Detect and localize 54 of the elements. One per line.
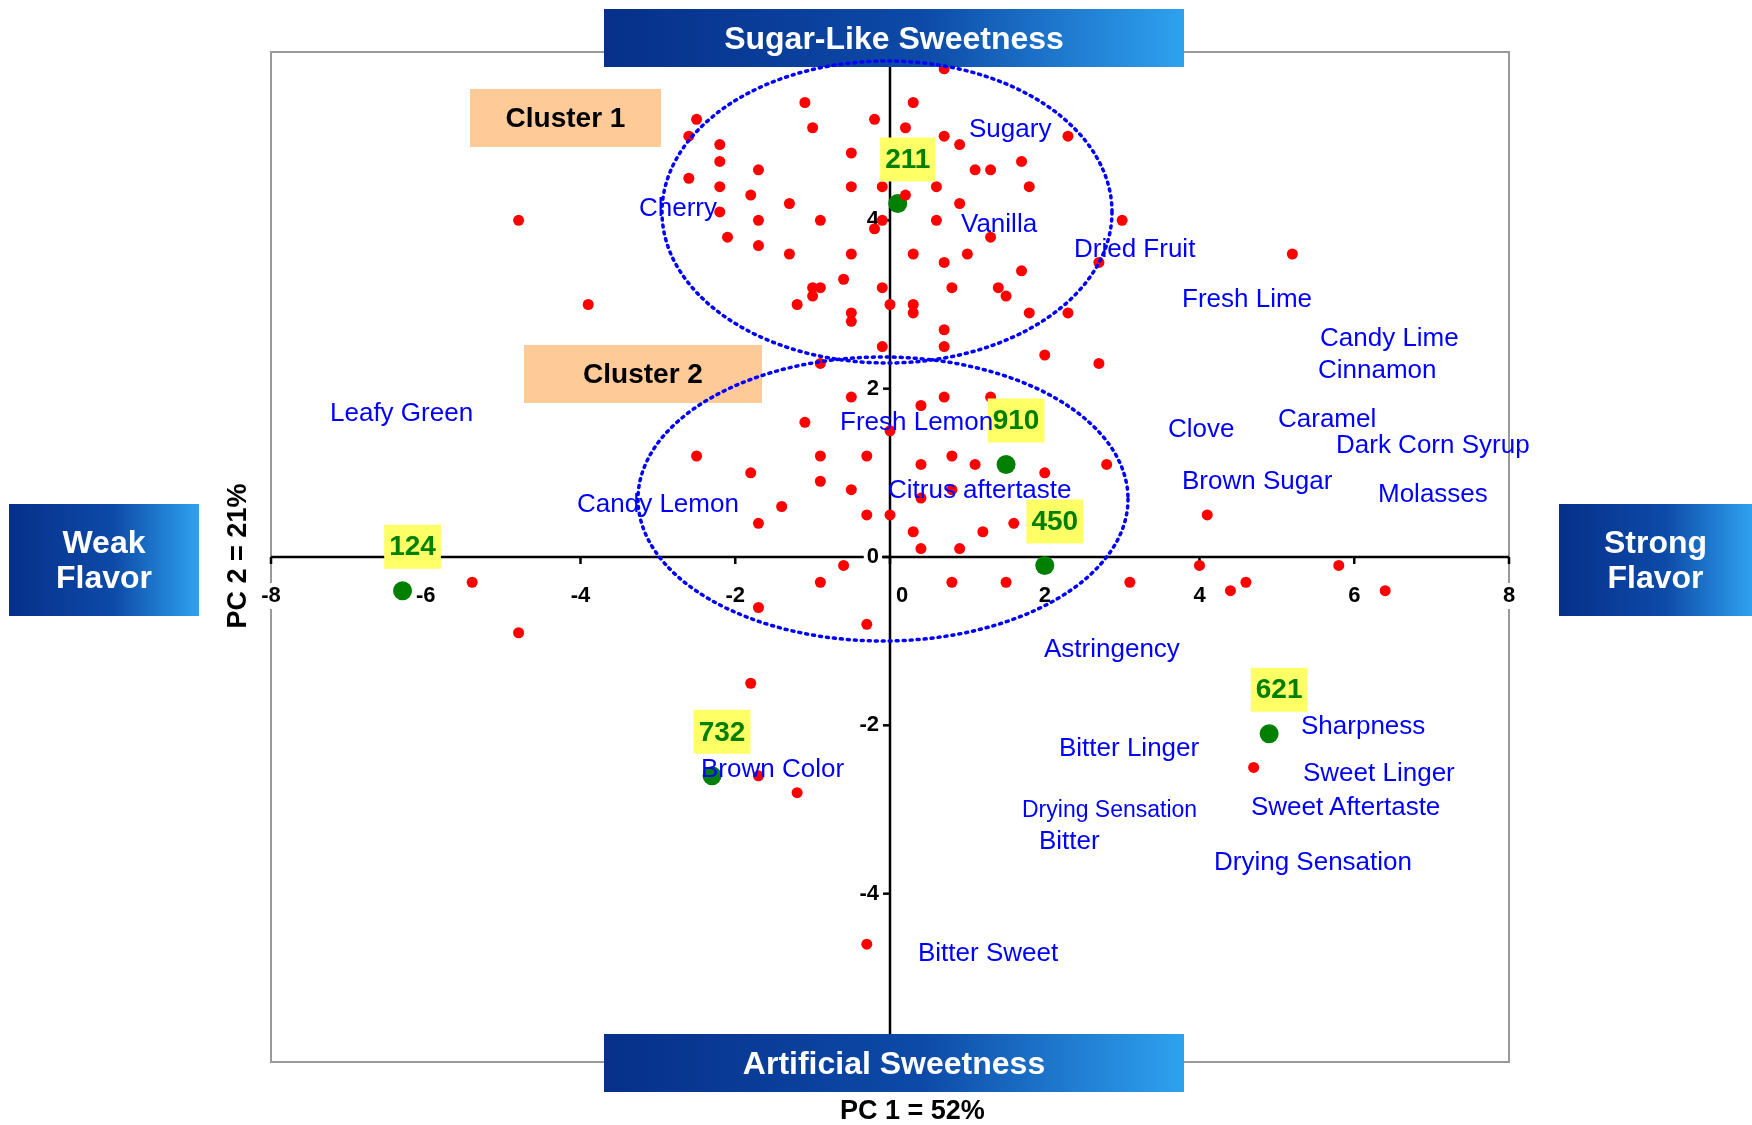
point [1259,724,1279,744]
annotation: Vanilla [961,208,1038,238]
x-tick-label: 6 [1348,582,1361,608]
series-label: 211 [885,143,931,175]
x-tick-label: 8 [1502,582,1516,608]
heading-banner: Artificial Sweetness [604,1034,1184,1092]
x-tick-label: -4 [570,582,592,608]
point [888,194,908,213]
annotation: Sweet Linger [1303,757,1455,787]
annotation: Drying Sensation [1022,795,1198,824]
annotation: Astringency [1044,633,1180,663]
annotation: Bitter [1039,825,1100,855]
annotation: Fresh Lime [1182,283,1313,313]
annotation: Drying Sensation [1214,846,1412,876]
annotation: Bitter Linger [1059,732,1200,762]
annotation: Sharpness [1301,710,1426,740]
series-label: 732 [698,715,746,747]
point [1035,555,1055,575]
annotation: Brown Sugar [1182,465,1333,495]
x-tick-label: -6 [415,582,436,608]
annotation: Brown Color [701,753,845,783]
label-box: Cluster 2 [524,345,762,403]
point [393,581,413,601]
x-tick-label: -2 [725,582,746,608]
point [996,454,1016,474]
annotation: Candy Lemon [577,488,739,518]
annotation: Dried Fruit [1074,233,1196,263]
series-label: 621 [1255,673,1303,705]
heading-banner: Sugar-Like Sweetness [604,9,1184,67]
annotation: Candy Lime [1320,322,1459,352]
label-box: Cluster 1 [470,89,661,147]
x-tick-label: 0 [895,582,909,608]
annotation: Cinnamon [1318,354,1437,384]
y-axis-title: PC 2 = 21% [222,483,252,629]
annotation: Molasses [1378,478,1488,508]
series-label: 124 [389,530,437,562]
x-tick-label: 2 [1038,582,1051,608]
heading-banner: Strong Flavor [1559,504,1752,616]
x-tick-label: -8 [261,582,281,608]
y-tick-label: 2 [866,374,879,400]
annotation: Clove [1168,413,1235,443]
x-axis-title: PC 1 = 52% [840,1095,985,1125]
annotation: Sweet Aftertaste [1251,791,1441,821]
annotation: Cherry [639,192,718,222]
heading-banner: Weak Flavor [9,504,199,616]
y-tick-label: 0 [866,543,879,569]
series-label: 450 [1031,505,1079,537]
annotation: Leafy Green [330,397,474,427]
y-tick-label: -2 [859,711,879,737]
annotation: Sugary [969,113,1052,143]
x-tick-label: 4 [1193,582,1207,608]
series-label: 910 [992,404,1040,436]
annotation: Bitter Sweet [918,937,1059,967]
y-tick-label: -4 [859,879,880,905]
